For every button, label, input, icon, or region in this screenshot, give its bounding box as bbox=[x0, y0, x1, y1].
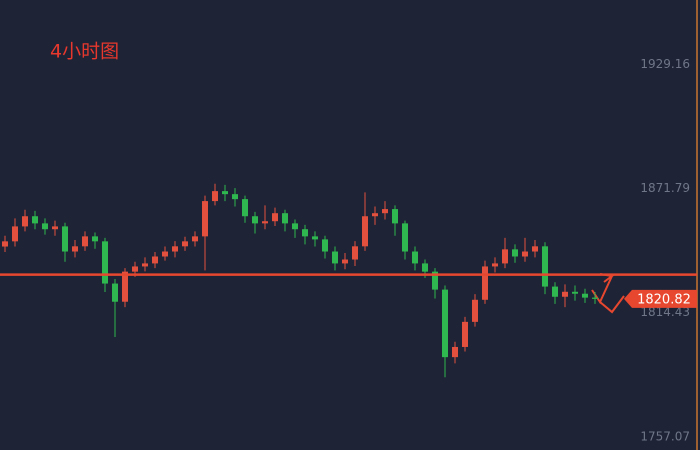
y-tick-label: 1757.07 bbox=[640, 429, 690, 443]
candle-body bbox=[522, 251, 528, 257]
candle-body bbox=[302, 229, 308, 237]
candle-body bbox=[482, 266, 488, 300]
candle-body bbox=[462, 321, 468, 347]
candle-body bbox=[372, 213, 378, 217]
candle-body bbox=[212, 191, 218, 202]
candle-body bbox=[222, 191, 228, 195]
candle-body bbox=[572, 291, 578, 294]
y-tick-label: 1814.43 bbox=[640, 305, 690, 319]
candle-body bbox=[492, 263, 498, 267]
candle-body bbox=[62, 226, 68, 252]
candle-body bbox=[412, 251, 418, 264]
candle-body bbox=[182, 241, 188, 247]
candle-body bbox=[242, 199, 248, 217]
candle-body bbox=[192, 236, 198, 242]
candle-body bbox=[162, 251, 168, 257]
candle-body bbox=[562, 291, 568, 297]
candle-body bbox=[112, 283, 118, 302]
candle-body bbox=[22, 216, 28, 227]
candle-body bbox=[202, 201, 208, 237]
candle-body bbox=[512, 249, 518, 257]
candle-body bbox=[172, 246, 178, 252]
candle-body bbox=[582, 293, 588, 298]
candle-body bbox=[342, 259, 348, 264]
candle-body bbox=[292, 223, 298, 230]
candle-body bbox=[32, 216, 38, 224]
candle-body bbox=[382, 209, 388, 214]
candle-body bbox=[552, 286, 558, 297]
candle-body bbox=[152, 256, 158, 264]
y-tick-label: 1871.79 bbox=[640, 181, 690, 195]
candle-body bbox=[42, 223, 48, 230]
candle-body bbox=[272, 213, 278, 222]
candle-body bbox=[452, 346, 458, 358]
candle-body bbox=[82, 236, 88, 247]
candle-body bbox=[282, 213, 288, 224]
candle-body bbox=[502, 249, 508, 264]
candle-body bbox=[592, 297, 598, 299]
candle-body bbox=[472, 299, 478, 322]
candle-body bbox=[142, 263, 148, 267]
candle-body bbox=[72, 246, 78, 252]
candle-body bbox=[542, 246, 548, 287]
candle-body bbox=[322, 239, 328, 252]
candle-body bbox=[352, 246, 358, 260]
candle-body bbox=[332, 251, 338, 264]
candle-body bbox=[432, 271, 438, 290]
price-tag bbox=[624, 289, 697, 308]
candle-body bbox=[122, 271, 128, 302]
candle-body bbox=[442, 289, 448, 358]
candle-body bbox=[2, 241, 8, 247]
candle-body bbox=[262, 221, 268, 224]
candle-body bbox=[102, 241, 108, 284]
candle-body bbox=[132, 266, 138, 272]
candle-body bbox=[232, 194, 238, 200]
candle-body bbox=[532, 246, 538, 252]
annotation-arrow bbox=[599, 295, 625, 314]
price-tag-label: 1820.82 bbox=[637, 292, 691, 307]
candle-body bbox=[402, 223, 408, 252]
candle-body bbox=[92, 236, 98, 242]
candle-body bbox=[422, 263, 428, 272]
candle-body bbox=[252, 216, 258, 224]
candle-body bbox=[12, 226, 18, 242]
chart-title: 4小时图 bbox=[50, 41, 119, 63]
candle-body bbox=[362, 216, 368, 247]
candle-body bbox=[312, 236, 318, 240]
candle-body bbox=[392, 209, 398, 224]
candle-body bbox=[52, 226, 58, 230]
y-tick-label: 1929.16 bbox=[640, 57, 690, 71]
